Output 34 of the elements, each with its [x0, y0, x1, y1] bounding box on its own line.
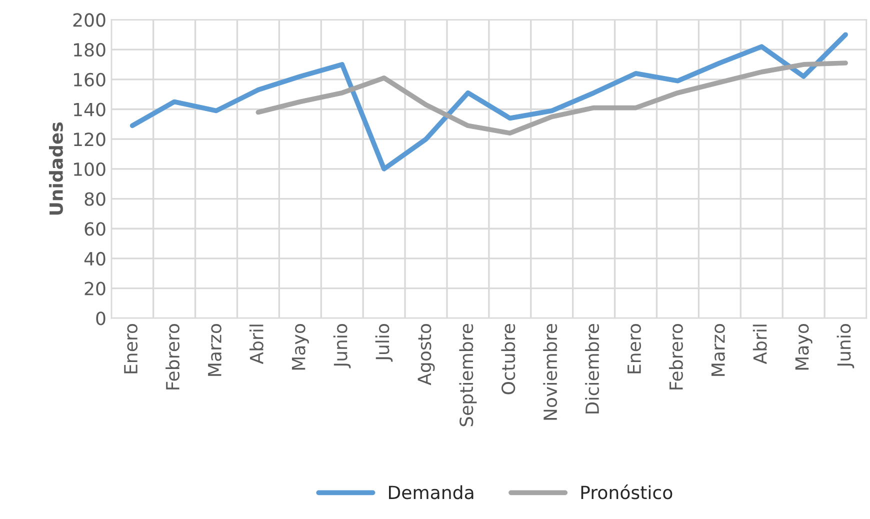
x-tick-label: Agosto — [418, 324, 435, 386]
y-tick-label: 80 — [84, 192, 106, 206]
line-series — [130, 32, 848, 172]
x-tick-label: Enero — [628, 324, 642, 374]
x-tick-label: Junio — [333, 324, 351, 368]
x-tick-label: Junio — [836, 324, 854, 368]
y-tick-label: 120 — [74, 132, 106, 146]
x-tick-label: Julio — [375, 324, 393, 362]
x-tick-label: Septiembre — [459, 324, 477, 426]
y-tick-label: 0 — [96, 312, 106, 326]
y-tick-label: 20 — [84, 282, 106, 296]
x-tick-label: Febrero — [166, 324, 180, 390]
x-tick-label: Marzo — [208, 324, 222, 376]
x-tick-label: Febrero — [668, 324, 683, 390]
x-tick-label: Abril — [752, 324, 767, 364]
x-tick-label: Mayo — [292, 324, 309, 370]
x-tick-label: Diciembre — [585, 324, 600, 414]
y-tick-label: 140 — [74, 102, 106, 116]
y-tick-label: 40 — [84, 252, 106, 266]
x-tick-label: Abril — [249, 324, 264, 364]
legend-label: Pronóstico — [581, 484, 672, 500]
x-tick-label: Octubre — [501, 324, 516, 394]
line-series — [256, 60, 848, 136]
y-tick-label: 160 — [74, 72, 106, 87]
x-tick-label: Enero — [124, 324, 138, 374]
x-tick-label: Mayo — [795, 324, 812, 370]
x-tick-label: Noviembre — [543, 324, 558, 420]
y-tick-label: 100 — [74, 162, 106, 176]
legend-label: Demanda — [389, 485, 474, 500]
y-tick-label: 180 — [74, 43, 106, 57]
x-tick-label: Marzo — [712, 324, 725, 376]
y-tick-label: 200 — [73, 13, 106, 27]
y-axis-title: Unidades — [49, 122, 63, 215]
y-tick-label: 60 — [84, 222, 106, 236]
